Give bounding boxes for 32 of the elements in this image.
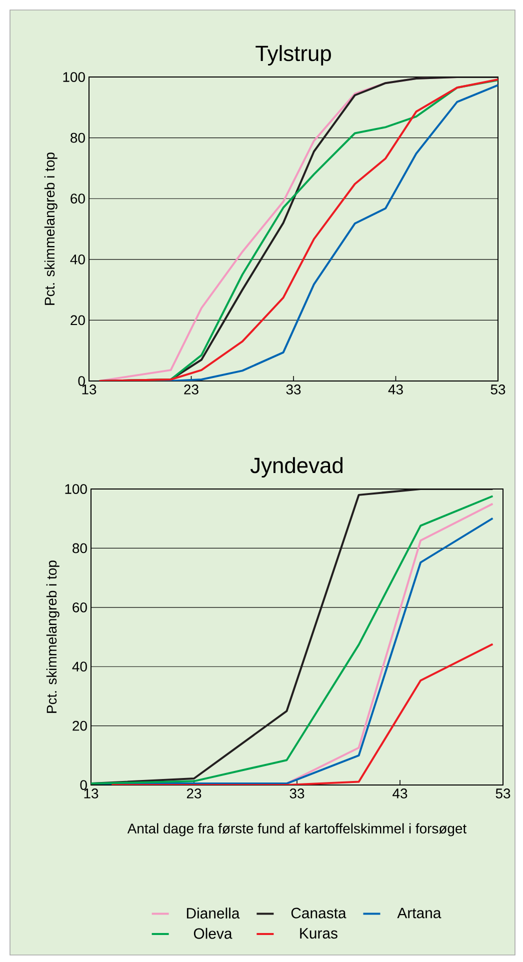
- x-tick-label: 43: [388, 384, 403, 394]
- legend-label: Artana: [397, 908, 442, 918]
- x-tick-label: 33: [286, 384, 301, 394]
- y-tick-label: 80: [70, 132, 85, 143]
- x-axis-title: Antal dage fra første fund af kartoffelskimmel i forsøget: [127, 823, 467, 836]
- y-tick-label: 20: [70, 315, 85, 326]
- y-tick-label: 60: [72, 602, 87, 612]
- y-tick-label: 20: [72, 720, 87, 731]
- legend-label: Oleva: [194, 928, 232, 939]
- y-axis-title: Pct. skimmelangreb i top: [46, 560, 60, 713]
- x-tick-label: 23: [186, 788, 202, 798]
- x-tick-label: 13: [84, 788, 98, 798]
- legend-label: Dianella: [186, 908, 240, 919]
- x-tick-label: 33: [290, 788, 304, 798]
- legend-label: Kuras: [300, 928, 338, 939]
- y-tick-label: 0: [78, 376, 85, 386]
- x-tick-label: 23: [184, 384, 198, 394]
- x-tick-label: 43: [392, 788, 408, 798]
- chart-title: Jyndevad: [250, 457, 342, 478]
- chart-title: Tylstrup: [256, 45, 331, 66]
- y-tick-label: 100: [65, 484, 87, 494]
- x-tick-label: 53: [496, 788, 510, 798]
- legend-label: Canasta: [291, 908, 346, 918]
- y-tick-label: 40: [70, 254, 85, 264]
- x-tick-label: 13: [82, 384, 96, 394]
- y-axis-title: Pct. skimmelangreb i top: [44, 152, 58, 305]
- y-tick-label: 60: [70, 194, 85, 204]
- y-tick-label: 80: [72, 543, 87, 554]
- y-tick-label: 40: [72, 662, 87, 672]
- x-tick-label: 53: [490, 384, 506, 394]
- y-tick-label: 0: [80, 780, 87, 790]
- y-tick-label: 100: [63, 72, 85, 82]
